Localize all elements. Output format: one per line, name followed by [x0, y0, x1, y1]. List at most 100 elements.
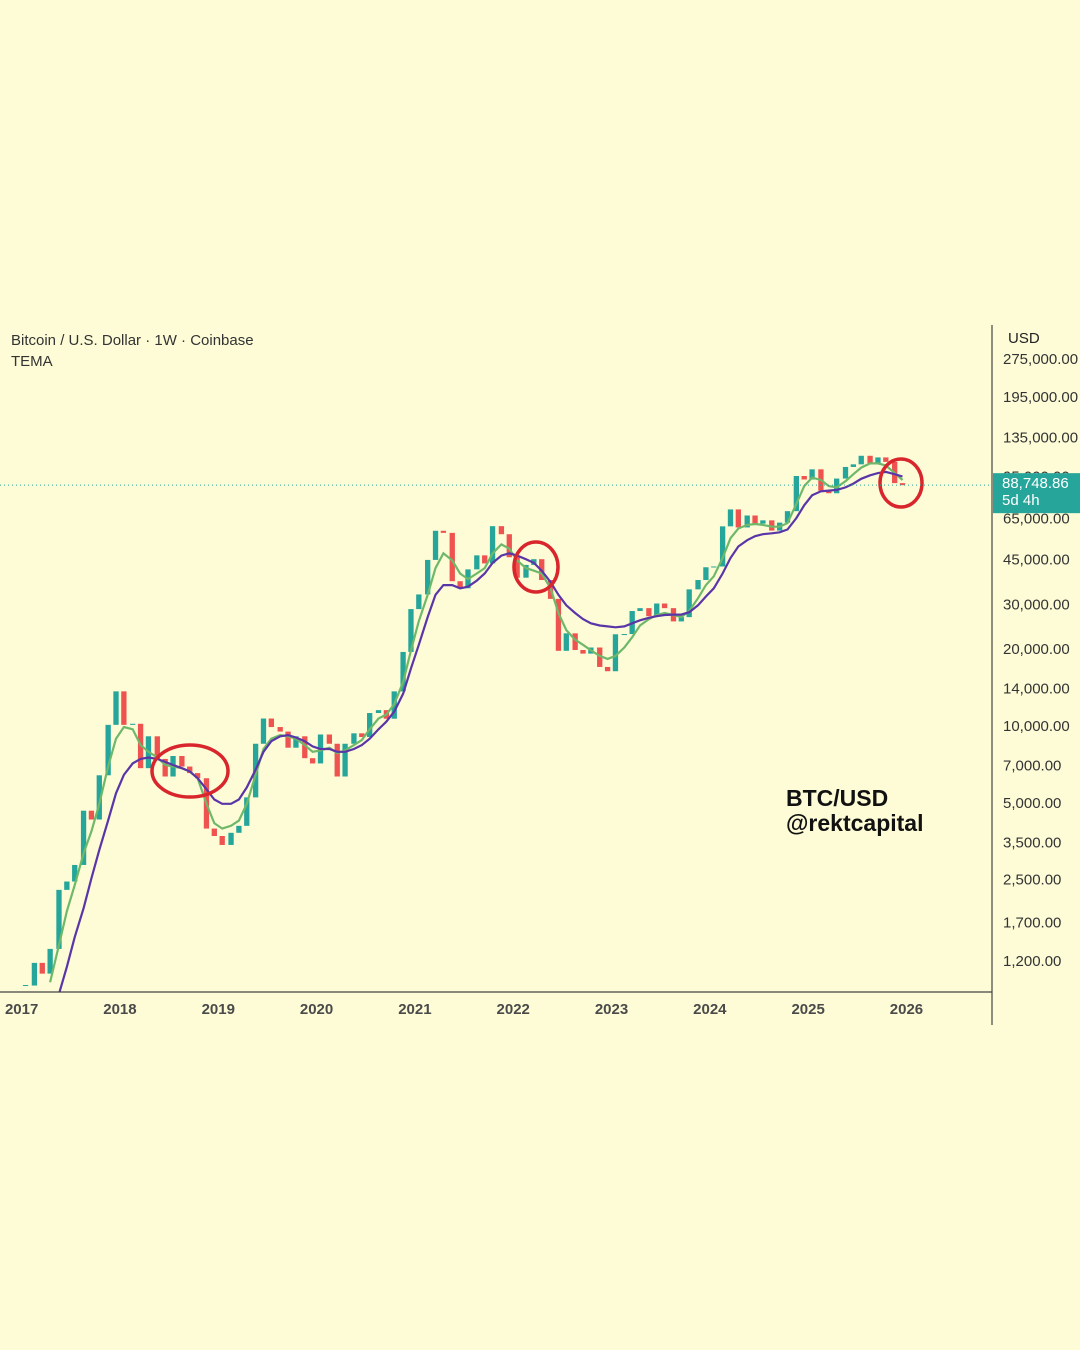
y-tick-label: 3,500.00 — [1003, 834, 1061, 851]
candle — [850, 464, 857, 467]
currency-box — [993, 325, 1080, 353]
candle — [686, 589, 692, 618]
candle — [293, 736, 299, 748]
candle — [440, 530, 447, 533]
x-tick-label: 2026 — [890, 1001, 923, 1018]
candle — [39, 962, 45, 974]
candle — [400, 651, 406, 692]
candle — [834, 478, 840, 494]
currency-label: USD — [1008, 330, 1040, 347]
candle — [154, 736, 160, 759]
candle — [612, 634, 619, 672]
candle — [244, 797, 250, 826]
x-tick-label: 2020 — [300, 1001, 333, 1018]
highlight-circles — [150, 457, 924, 799]
indicator-label: TEMA — [11, 353, 53, 370]
candle — [858, 455, 864, 465]
candle — [604, 666, 611, 672]
candle — [260, 718, 267, 744]
candle — [793, 476, 800, 512]
y-tick-label: 45,000.00 — [1003, 551, 1070, 568]
candle — [809, 469, 815, 480]
candle — [72, 864, 78, 882]
candle — [236, 825, 242, 833]
candle — [572, 633, 578, 650]
candle — [514, 557, 520, 578]
highlight-circle — [878, 457, 924, 509]
candle — [637, 608, 643, 612]
x-tick-label: 2022 — [497, 1001, 530, 1018]
candle — [523, 564, 529, 578]
candle — [432, 530, 439, 560]
x-tick-label: 2024 — [693, 1001, 727, 1018]
candle — [883, 457, 889, 462]
candle — [228, 832, 234, 845]
x-tick-label: 2019 — [202, 1001, 235, 1018]
y-tick-label: 10,000.00 — [1003, 718, 1070, 735]
candle — [179, 756, 185, 767]
candle — [727, 509, 734, 527]
candle — [277, 727, 283, 732]
candle — [105, 724, 111, 776]
y-tick-label: 20,000.00 — [1003, 641, 1070, 658]
candle — [695, 580, 701, 590]
last-price-label: 88,748.86 — [1002, 475, 1069, 492]
y-tick-label: 135,000.00 — [1003, 430, 1078, 447]
candle — [760, 520, 766, 524]
candle — [80, 810, 87, 865]
x-tick-label: 2023 — [595, 1001, 628, 1018]
y-tick-label: 275,000.00 — [1003, 351, 1078, 368]
candle — [735, 509, 742, 528]
candle — [875, 457, 881, 464]
y-tick-label: 30,000.00 — [1003, 596, 1070, 613]
candle — [88, 810, 95, 820]
candle — [867, 455, 873, 464]
candle — [359, 733, 365, 738]
candle — [309, 758, 316, 764]
x-tick-label: 2021 — [398, 1001, 431, 1018]
candle — [219, 836, 225, 845]
watermark: @rektcapital — [786, 810, 923, 836]
candle — [678, 617, 684, 622]
y-tick-label: 7,000.00 — [1003, 758, 1061, 775]
candle — [621, 634, 627, 636]
candle — [285, 731, 291, 748]
candle — [654, 603, 660, 617]
candle — [56, 889, 62, 949]
y-tick-label: 2,500.00 — [1003, 872, 1061, 889]
x-tick-label: 2017 — [5, 1001, 38, 1018]
highlight-circle — [512, 540, 560, 594]
candle — [482, 555, 488, 564]
candle — [408, 609, 414, 652]
candle — [194, 773, 201, 779]
candle — [342, 743, 348, 777]
candle — [47, 948, 53, 974]
candle — [367, 713, 373, 738]
candle — [498, 526, 505, 535]
last-price-box — [993, 473, 1080, 514]
candle — [375, 710, 382, 714]
candle — [899, 483, 906, 486]
candle — [425, 559, 431, 595]
y-tick-label: 14,000.00 — [1003, 681, 1070, 698]
candle — [64, 881, 70, 890]
candle — [703, 567, 709, 581]
candle — [489, 526, 496, 564]
candle — [826, 490, 832, 494]
candle — [449, 532, 455, 582]
watermark: BTC/USD — [786, 785, 888, 811]
candle — [474, 555, 480, 570]
countdown-label: 5d 4h — [1002, 492, 1040, 509]
candle — [801, 476, 807, 480]
candle — [457, 581, 463, 589]
candle — [326, 734, 333, 744]
candle — [121, 691, 127, 725]
highlight-circle — [150, 743, 230, 799]
candle — [22, 985, 29, 987]
candle — [646, 608, 652, 617]
candle — [211, 828, 217, 837]
candle — [744, 515, 750, 528]
candle — [31, 962, 38, 986]
candle — [769, 520, 775, 531]
